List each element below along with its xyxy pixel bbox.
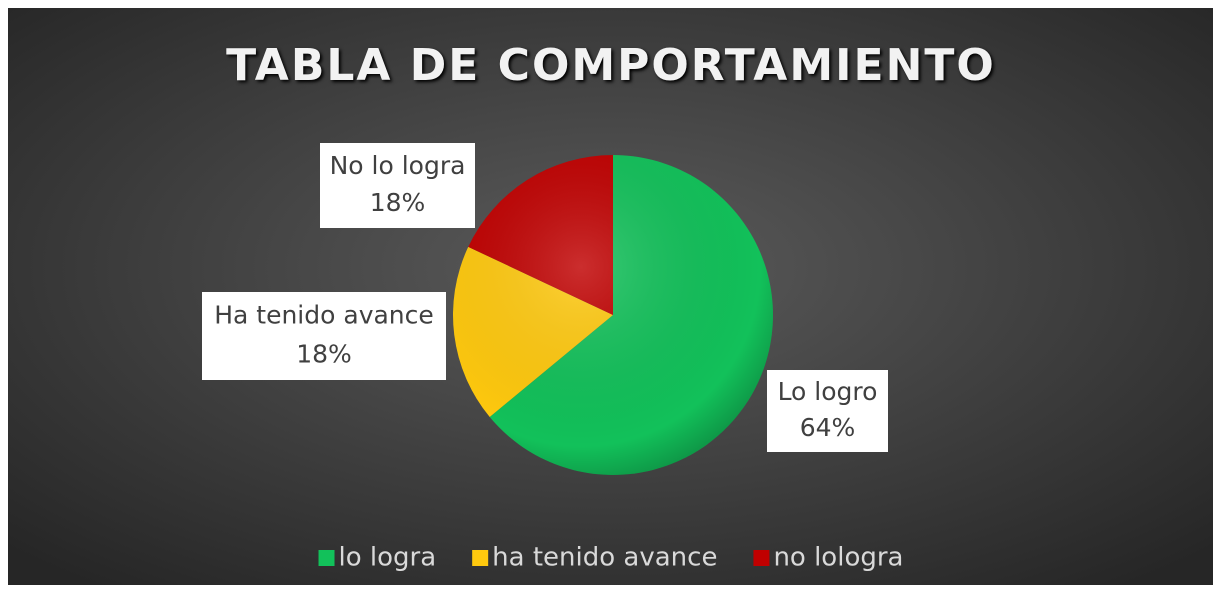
legend-label: no lologra	[773, 543, 903, 573]
data-label-box	[202, 292, 446, 380]
legend-swatch	[472, 550, 489, 566]
legend-label: lo logra	[339, 543, 437, 573]
data-label-box	[320, 143, 475, 228]
data-label-name: No lo logra	[330, 151, 466, 180]
data-label-name: Ha tenido avance	[214, 301, 434, 330]
data-label-name: Lo logro	[778, 377, 878, 406]
data-label-value: 18%	[370, 188, 426, 217]
legend-swatch	[753, 550, 770, 566]
data-label-value: 18%	[296, 339, 352, 368]
legend-label: ha tenido avance	[492, 543, 717, 573]
legend: lo logra ha tenido avance no lologra	[318, 543, 903, 573]
chart-title: TABLA DE COMPORTAMIENTO	[226, 40, 996, 91]
data-label-box	[767, 370, 888, 452]
legend-swatch	[318, 550, 335, 566]
data-label-value: 64%	[800, 413, 856, 442]
